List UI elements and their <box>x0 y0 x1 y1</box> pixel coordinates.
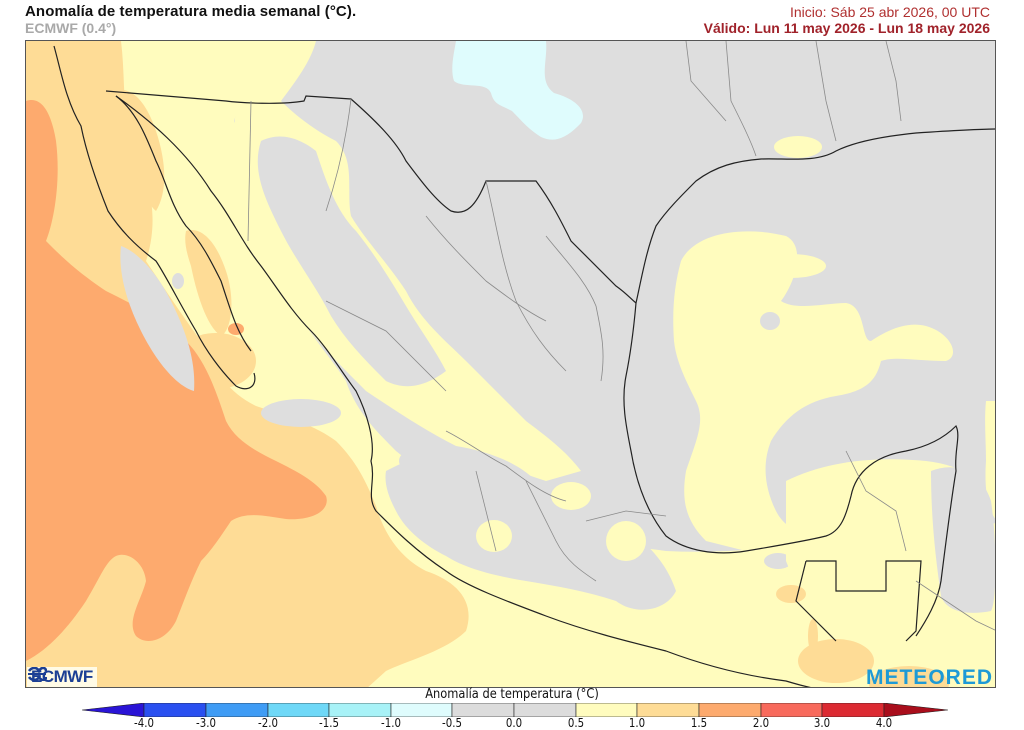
coastlines <box>53 45 995 687</box>
colorbar-ticks: -4.0 -3.0 -2.0 -1.5 -1.0 -0.5 0.0 0.5 1.… <box>0 716 1024 730</box>
ecmwf-logo: ECMWF <box>27 667 97 687</box>
colorbar-tick: 2.0 <box>752 716 770 730</box>
colorbar-tick: 3.0 <box>813 716 831 730</box>
colorbar-tick: 4.0 <box>875 716 893 730</box>
colorbar-tick: 1.0 <box>628 716 646 730</box>
map-title: Anomalía de temperatura media semanal (°… <box>25 3 357 20</box>
warm-anomaly-gulf <box>673 231 980 561</box>
normal-area-north-mexico <box>257 136 446 387</box>
colorbar-tick: 1.5 <box>690 716 708 730</box>
valid-period: Válido: Lun 11 may 2026 - Lun 18 may 202… <box>703 20 990 36</box>
temperature-anomaly-map[interactable]: ECMWF METEORED <box>25 40 996 688</box>
colorbar-tick: 0.0 <box>505 716 523 730</box>
colorbar-label: Anomalía de temperatura (°C) <box>425 687 599 702</box>
colorbar-tick: -0.5 <box>442 716 462 730</box>
cold-anomaly-texas <box>452 41 583 140</box>
colorbar-tick: 0.5 <box>567 716 585 730</box>
map-canvas <box>26 41 995 687</box>
colorbar-tick: -4.0 <box>134 716 154 730</box>
colorbar-tick: -1.5 <box>319 716 339 730</box>
state-boundaries <box>247 41 995 631</box>
colorbar-tick: -3.0 <box>196 716 216 730</box>
colorbar <box>82 703 948 717</box>
init-time: Inicio: Sáb 25 abr 2026, 00 UTC <box>789 4 990 20</box>
ecmwf-logo-text: ECMWF <box>31 667 93 686</box>
colorbar-tick: -2.0 <box>258 716 278 730</box>
ecmwf-swirl-icon <box>27 667 47 681</box>
meteored-logo: METEORED <box>865 666 993 688</box>
model-label: ECMWF (0.4°) <box>25 20 117 36</box>
colorbar-tick: -1.0 <box>381 716 401 730</box>
